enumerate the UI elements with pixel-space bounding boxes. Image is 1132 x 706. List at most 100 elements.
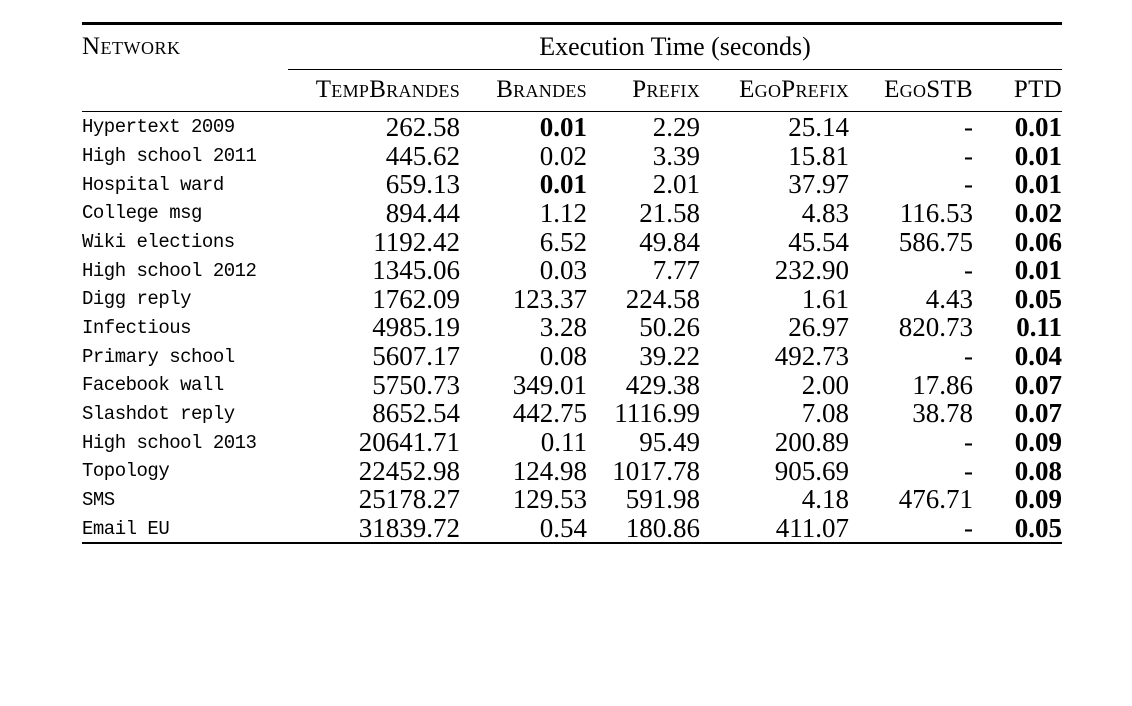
header-body-rule [82, 110, 1062, 112]
value-cell: 8652.54 [372, 398, 460, 429]
value-cell: 429.38 [625, 369, 700, 400]
value-cell: 39.22 [639, 341, 700, 372]
network-cell: Email EU [82, 517, 170, 540]
value-cell: 7.08 [801, 398, 849, 429]
value-cell: 15.81 [788, 140, 849, 171]
table-header-row-1: Network Execution Time (seconds) [82, 25, 1062, 69]
value-cell: - [964, 111, 973, 142]
value-cell: 0.02 [1014, 197, 1062, 228]
value-cell: - [964, 427, 973, 458]
network-cell: Slashdot reply [82, 402, 235, 425]
value-cell: 820.73 [898, 312, 973, 343]
execution-time-span-header: Execution Time (seconds) [539, 31, 811, 61]
column-header-prefix: Prefix [632, 76, 700, 104]
value-cell: 17.86 [912, 369, 973, 400]
column-header-brandes: Brandes [496, 76, 587, 104]
value-cell: 4.43 [925, 283, 973, 314]
value-cell: 894.44 [385, 197, 460, 228]
value-cell: 0.04 [1014, 341, 1062, 372]
value-cell: 31839.72 [358, 513, 460, 544]
network-cell: Hypertext 2009 [82, 116, 235, 139]
value-cell: 1345.06 [372, 255, 460, 286]
value-cell: 0.07 [1014, 398, 1062, 429]
value-cell: 21.58 [639, 197, 700, 228]
value-cell: 123.37 [512, 283, 587, 314]
table-row: High school 2012 1345.06 0.03 7.77 232.9… [82, 255, 1062, 286]
value-cell: 0.01 [1014, 140, 1062, 171]
value-cell: 442.75 [512, 398, 587, 429]
value-cell: 4.83 [801, 197, 849, 228]
value-cell: 1762.09 [372, 283, 460, 314]
value-cell: 0.06 [1014, 226, 1062, 257]
table-body: Hypertext 2009 262.58 0.01 2.29 25.14 - … [82, 111, 1062, 544]
network-cell: Infectious [82, 316, 192, 339]
value-cell: 0.01 [1014, 255, 1062, 286]
table-row: High school 2013 20641.71 0.11 95.49 200… [82, 427, 1062, 458]
cmid-rule [288, 68, 1062, 70]
network-cell: Wiki elections [82, 231, 235, 253]
value-cell: 0.11 [540, 427, 587, 458]
network-cell: High school 2013 [82, 431, 257, 454]
value-cell: 5607.17 [372, 341, 460, 372]
value-cell: - [964, 140, 973, 171]
table-row: SMS 25178.27 129.53 591.98 4.18 476.71 0… [82, 484, 1062, 515]
table-row: Primary school 5607.17 0.08 39.22 492.73… [82, 341, 1062, 372]
table-row: Hypertext 2009 262.58 0.01 2.29 25.14 - … [82, 111, 1062, 142]
value-cell: 20641.71 [358, 427, 460, 458]
value-cell: 0.08 [1014, 455, 1062, 486]
value-cell: 50.26 [639, 312, 700, 343]
network-cell: Hospital ward [82, 173, 224, 196]
value-cell: 0.01 [1014, 111, 1062, 142]
table-row: Topology 22452.98 124.98 1017.78 905.69 … [82, 455, 1062, 486]
execution-time-table: Network Execution Time (seconds) TempBra… [82, 22, 1062, 545]
column-header-egoprefix: EgoPrefix [739, 76, 849, 104]
column-header-egostb: EgoSTB [884, 76, 973, 104]
value-cell: 25.14 [788, 111, 849, 142]
value-cell: 95.49 [639, 427, 700, 458]
network-cell: College msg [82, 202, 202, 225]
value-cell: 124.98 [512, 455, 587, 486]
value-cell: 1116.99 [614, 398, 700, 429]
value-cell: 1.61 [801, 283, 849, 314]
network-cell: Digg reply [82, 288, 192, 311]
value-cell: 0.01 [539, 111, 587, 142]
value-cell: 492.73 [774, 341, 849, 372]
value-cell: - [964, 255, 973, 286]
network-cell: Topology [82, 460, 170, 483]
value-cell: 0.08 [539, 341, 587, 372]
value-cell: 262.58 [385, 111, 460, 142]
value-cell: 445.62 [385, 140, 460, 171]
column-header-tempbrandes: TempBrandes [315, 76, 460, 104]
value-cell: 1192.42 [373, 226, 460, 257]
value-cell: 0.01 [1014, 169, 1062, 200]
value-cell: 0.02 [539, 140, 587, 171]
value-cell: 3.39 [652, 140, 700, 171]
value-cell: 37.97 [788, 169, 849, 200]
value-cell: 905.69 [774, 455, 849, 486]
value-cell: 38.78 [912, 398, 973, 429]
network-cell: SMS [82, 488, 115, 511]
value-cell: 2.29 [652, 111, 700, 142]
value-cell: 129.53 [512, 484, 587, 515]
value-cell: 49.84 [639, 226, 700, 257]
table-row: High school 2011 445.62 0.02 3.39 15.81 … [82, 140, 1062, 171]
value-cell: 0.09 [1014, 427, 1062, 458]
value-cell: 180.86 [625, 513, 700, 544]
value-cell: 6.52 [539, 226, 587, 257]
value-cell: 586.75 [898, 226, 973, 257]
value-cell: 0.03 [539, 255, 587, 286]
value-cell: 4985.19 [372, 312, 460, 343]
bottom-rule [82, 541, 1062, 545]
top-rule [82, 22, 1062, 25]
value-cell: 25178.27 [358, 484, 460, 515]
value-cell: 0.54 [539, 513, 587, 544]
table-row: Slashdot reply 8652.54 442.75 1116.99 7.… [82, 398, 1062, 429]
table-row: Wiki elections 1192.42 6.52 49.84 45.54 … [82, 226, 1062, 257]
value-cell: 2.01 [652, 169, 700, 200]
value-cell: 0.05 [1014, 283, 1062, 314]
value-cell: 591.98 [625, 484, 700, 515]
network-cell: Facebook wall [82, 374, 224, 397]
network-cell: Primary school [82, 345, 235, 368]
value-cell: 476.71 [898, 484, 973, 515]
value-cell: 224.58 [625, 283, 700, 314]
